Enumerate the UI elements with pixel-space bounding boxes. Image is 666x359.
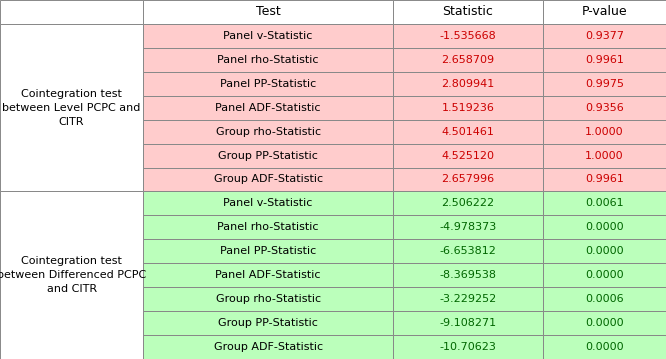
Bar [143,120,393,144]
Bar [143,0,393,24]
Bar [0,24,143,191]
Bar [0,0,143,24]
Text: Group rho-Statistic: Group rho-Statistic [216,127,320,137]
Bar [143,263,393,287]
Text: 0.9975: 0.9975 [585,79,624,89]
Text: 0.0006: 0.0006 [585,294,623,304]
Bar [393,144,543,168]
Text: 0.9961: 0.9961 [585,174,624,185]
Bar [143,24,393,48]
Text: 0.9356: 0.9356 [585,103,624,113]
Bar [393,191,543,215]
Bar [143,335,393,359]
Bar [543,144,666,168]
Bar [543,0,666,24]
Text: Group PP-Statistic: Group PP-Statistic [218,318,318,328]
Bar [393,48,543,72]
Text: -9.108271: -9.108271 [440,318,496,328]
Bar [543,287,666,311]
Text: 4.501461: 4.501461 [442,127,494,137]
Text: 0.0061: 0.0061 [585,199,623,209]
Text: Panel PP-Statistic: Panel PP-Statistic [220,246,316,256]
Text: 0.0000: 0.0000 [585,342,623,352]
Bar [393,168,543,191]
Text: 0.0000: 0.0000 [585,318,623,328]
Text: -6.653812: -6.653812 [440,246,496,256]
Text: -4.978373: -4.978373 [440,222,496,232]
Text: -8.369538: -8.369538 [440,270,496,280]
Text: 1.0000: 1.0000 [585,127,623,137]
Bar [393,0,543,24]
Bar [543,215,666,239]
Text: 0.9377: 0.9377 [585,31,624,41]
Text: Group ADF-Statistic: Group ADF-Statistic [214,174,322,185]
Text: Statistic: Statistic [442,5,494,18]
Bar [393,263,543,287]
Bar [393,335,543,359]
Text: -10.70623: -10.70623 [440,342,496,352]
Bar [143,48,393,72]
Text: 2.809941: 2.809941 [442,79,494,89]
Bar [143,215,393,239]
Bar [543,335,666,359]
Bar [143,191,393,215]
Text: 0.0000: 0.0000 [585,222,623,232]
Text: Panel ADF-Statistic: Panel ADF-Statistic [215,103,321,113]
Text: Cointegration test
between Differenced PCPC
and CITR: Cointegration test between Differenced P… [0,256,147,294]
Text: 1.0000: 1.0000 [585,150,623,160]
Bar [543,239,666,263]
Bar [393,120,543,144]
Bar [543,311,666,335]
Bar [393,215,543,239]
Bar [543,263,666,287]
Text: 0.0000: 0.0000 [585,270,623,280]
Text: -1.535668: -1.535668 [440,31,496,41]
Bar [543,48,666,72]
Text: 2.506222: 2.506222 [442,199,494,209]
Bar [0,191,143,359]
Bar [393,96,543,120]
Text: -3.229252: -3.229252 [440,294,496,304]
Text: P-value: P-value [581,5,627,18]
Bar [393,72,543,96]
Bar [143,168,393,191]
Bar [543,96,666,120]
Bar [393,239,543,263]
Bar [543,168,666,191]
Bar [393,311,543,335]
Text: 0.0000: 0.0000 [585,246,623,256]
Bar [143,96,393,120]
Text: Panel PP-Statistic: Panel PP-Statistic [220,79,316,89]
Bar [543,120,666,144]
Text: Panel rho-Statistic: Panel rho-Statistic [217,222,319,232]
Text: Panel v-Statistic: Panel v-Statistic [223,199,313,209]
Text: Panel ADF-Statistic: Panel ADF-Statistic [215,270,321,280]
Text: 2.658709: 2.658709 [442,55,494,65]
Text: 4.525120: 4.525120 [442,150,494,160]
Bar [143,144,393,168]
Bar [543,191,666,215]
Bar [143,311,393,335]
Text: Panel v-Statistic: Panel v-Statistic [223,31,313,41]
Text: Panel rho-Statistic: Panel rho-Statistic [217,55,319,65]
Text: Cointegration test
between Level PCPC and
CITR: Cointegration test between Level PCPC an… [3,89,141,127]
Bar [393,287,543,311]
Text: 2.657996: 2.657996 [442,174,494,185]
Bar [393,24,543,48]
Text: 1.519236: 1.519236 [442,103,494,113]
Bar [143,72,393,96]
Bar [543,72,666,96]
Text: 0.9961: 0.9961 [585,55,624,65]
Text: Group PP-Statistic: Group PP-Statistic [218,150,318,160]
Bar [143,239,393,263]
Bar [143,287,393,311]
Text: Group ADF-Statistic: Group ADF-Statistic [214,342,322,352]
Text: Test: Test [256,5,280,18]
Bar [543,24,666,48]
Text: Group rho-Statistic: Group rho-Statistic [216,294,320,304]
